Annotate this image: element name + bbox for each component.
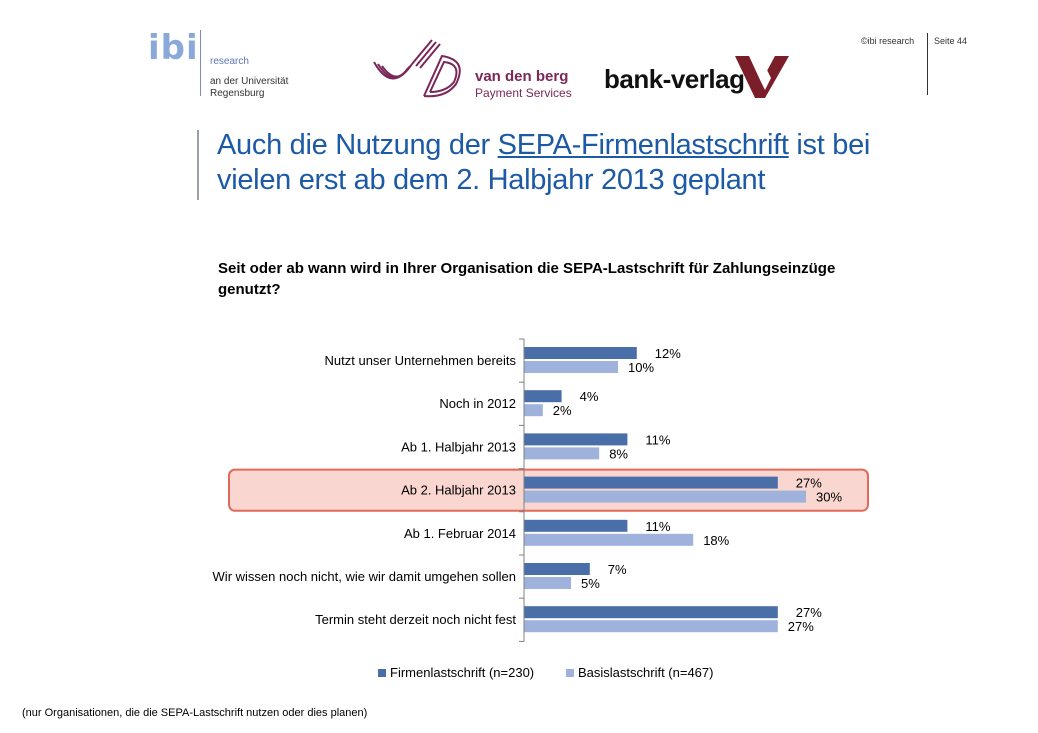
data-label: 11% [645,519,670,534]
legend-label: Firmenlastschrift (n=230) [390,665,534,680]
title-line1-start: Auch die Nutzung der [217,129,498,161]
van-den-berg-name: van den berg [475,68,569,85]
ibi-research-logo: ibi [148,28,199,68]
bank-verlag-name: bank-verlag [604,64,745,94]
data-label: 27% [796,605,822,620]
van-den-berg-subtitle: Payment Services [475,86,572,100]
bar-firmenlastschrift [524,433,628,446]
highlight-box [228,468,869,512]
data-label: 5% [581,576,600,591]
title-accent-bar [197,130,199,200]
data-label: 7% [608,562,627,577]
category-label: Ab 2. Halbjahr 2013 [401,483,516,498]
bar-basislastschrift [524,620,778,633]
bar-basislastschrift [524,577,571,589]
ibi-university-line2: Regensburg [210,88,265,99]
ibi-logo-divider [200,30,201,96]
bar-firmenlastschrift [524,563,590,575]
bar-firmenlastschrift [524,347,637,359]
data-label: 27% [788,619,814,634]
data-label: 30% [816,490,842,505]
category-label: Nutzt unser Unternehmen bereits [325,353,517,368]
bar-basislastschrift [524,490,806,503]
bar-basislastschrift [524,404,543,417]
category-label: Termin steht derzeit noch nicht fest [315,612,516,627]
survey-question: Seit oder ab wann wird in Ihrer Organisa… [218,260,836,298]
category-label: Ab 1. Halbjahr 2013 [401,439,516,454]
category-label: Wir wissen noch nicht, wie wir damit umg… [213,569,516,584]
header-divider [927,33,928,95]
category-label: Noch in 2012 [439,396,516,411]
bank-verlag-logo-icon [735,56,789,98]
ibi-university-line1: an der Universität [210,76,289,87]
bar-firmenlastschrift [524,390,562,403]
title-underlined-term: SEPA-Firmenlastschrift [497,129,789,161]
ibi-research-label: research [210,56,249,67]
legend-swatch [378,669,386,677]
bar-basislastschrift [524,361,618,373]
data-label: 27% [796,476,822,491]
data-label: 11% [645,432,670,447]
data-label: 8% [609,446,628,461]
page-number: Seite 44 [934,36,968,46]
footnote: (nur Organisationen, die die SEPA-Lastsc… [22,707,368,719]
category-label: Ab 1. Februar 2014 [404,526,516,541]
slide-title: Auch die Nutzung der SEPA-Firmenlastschr… [217,128,870,198]
bar-firmenlastschrift [524,606,778,619]
bar-firmenlastschrift [524,519,628,532]
legend-swatch [566,669,574,677]
data-label: 4% [580,389,599,404]
data-label: 18% [703,533,729,548]
title-line1-end: ist bei [788,129,871,161]
data-label: 12% [655,346,681,361]
van-den-berg-logo-icon [373,39,461,98]
data-label: 10% [628,360,654,375]
bar-basislastschrift [524,447,600,460]
title-line2: vielen erst ab dem 2. Halbjahr 2013 gepl… [217,164,766,196]
bar-basislastschrift [524,533,694,546]
data-label: 2% [553,403,572,418]
legend-label: Basislastschrift (n=467) [578,665,713,680]
copyright-label: ©ibi research [861,36,915,46]
bar-firmenlastschrift [524,476,778,489]
